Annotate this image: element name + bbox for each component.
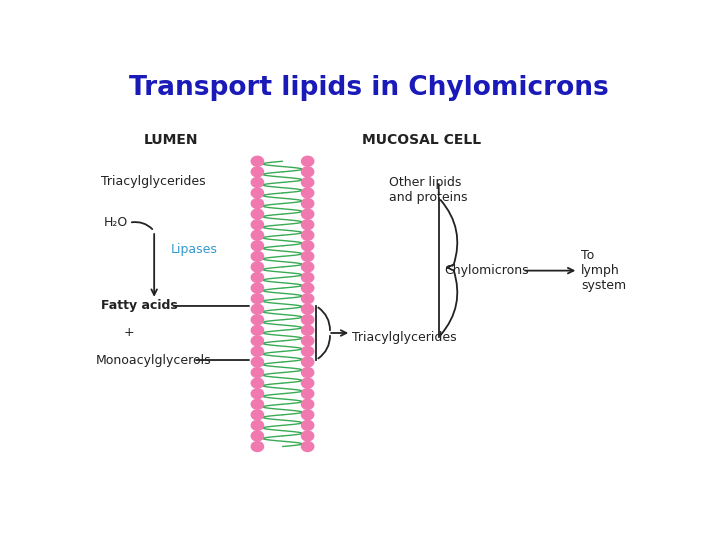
Ellipse shape [302, 220, 314, 229]
Ellipse shape [302, 230, 314, 240]
Text: Triacylglycerides: Triacylglycerides [352, 330, 457, 343]
Ellipse shape [251, 431, 264, 441]
Ellipse shape [302, 357, 314, 367]
Ellipse shape [251, 420, 264, 430]
Ellipse shape [302, 325, 314, 335]
Ellipse shape [302, 304, 314, 314]
Ellipse shape [251, 262, 264, 272]
Ellipse shape [251, 251, 264, 261]
Ellipse shape [251, 399, 264, 409]
Ellipse shape [302, 294, 314, 303]
Text: Triacylglycerides: Triacylglycerides [101, 175, 206, 188]
Ellipse shape [302, 156, 314, 166]
Ellipse shape [251, 188, 264, 198]
Text: To
lymph
system: To lymph system [581, 249, 626, 292]
Ellipse shape [251, 410, 264, 420]
Ellipse shape [251, 304, 264, 314]
Ellipse shape [302, 336, 314, 346]
Ellipse shape [251, 357, 264, 367]
Ellipse shape [251, 368, 264, 377]
Ellipse shape [302, 262, 314, 272]
Ellipse shape [302, 241, 314, 251]
Ellipse shape [302, 399, 314, 409]
Text: Lipases: Lipases [171, 244, 217, 256]
Text: H₂O: H₂O [104, 217, 128, 230]
Ellipse shape [251, 336, 264, 346]
Ellipse shape [251, 156, 264, 166]
Ellipse shape [302, 347, 314, 356]
Ellipse shape [302, 167, 314, 177]
Ellipse shape [302, 389, 314, 399]
Ellipse shape [302, 378, 314, 388]
Text: +: + [124, 327, 134, 340]
Ellipse shape [251, 178, 264, 187]
Ellipse shape [251, 347, 264, 356]
Text: LUMEN: LUMEN [144, 133, 198, 147]
Ellipse shape [302, 442, 314, 451]
Ellipse shape [302, 410, 314, 420]
Text: Fatty acids: Fatty acids [101, 300, 178, 313]
Ellipse shape [251, 230, 264, 240]
Text: Other lipids
and proteins: Other lipids and proteins [389, 176, 467, 204]
Ellipse shape [302, 188, 314, 198]
Ellipse shape [251, 167, 264, 177]
Text: MUCOSAL CELL: MUCOSAL CELL [362, 133, 482, 147]
Text: Monoacylglycerols: Monoacylglycerols [96, 354, 211, 367]
Ellipse shape [251, 283, 264, 293]
Ellipse shape [302, 251, 314, 261]
Ellipse shape [302, 420, 314, 430]
Ellipse shape [251, 294, 264, 303]
Ellipse shape [251, 389, 264, 399]
Ellipse shape [302, 209, 314, 219]
Ellipse shape [251, 199, 264, 208]
Ellipse shape [302, 315, 314, 325]
Ellipse shape [251, 273, 264, 282]
Ellipse shape [302, 283, 314, 293]
Ellipse shape [251, 442, 264, 451]
Ellipse shape [302, 199, 314, 208]
Ellipse shape [251, 325, 264, 335]
Ellipse shape [251, 209, 264, 219]
Ellipse shape [302, 273, 314, 282]
Ellipse shape [251, 241, 264, 251]
Ellipse shape [251, 378, 264, 388]
Text: Chylomicrons: Chylomicrons [444, 264, 529, 277]
Ellipse shape [251, 220, 264, 229]
Ellipse shape [302, 178, 314, 187]
Ellipse shape [302, 368, 314, 377]
Ellipse shape [302, 431, 314, 441]
Ellipse shape [251, 315, 264, 325]
Text: Transport lipids in Chylomicrons: Transport lipids in Chylomicrons [129, 75, 609, 100]
